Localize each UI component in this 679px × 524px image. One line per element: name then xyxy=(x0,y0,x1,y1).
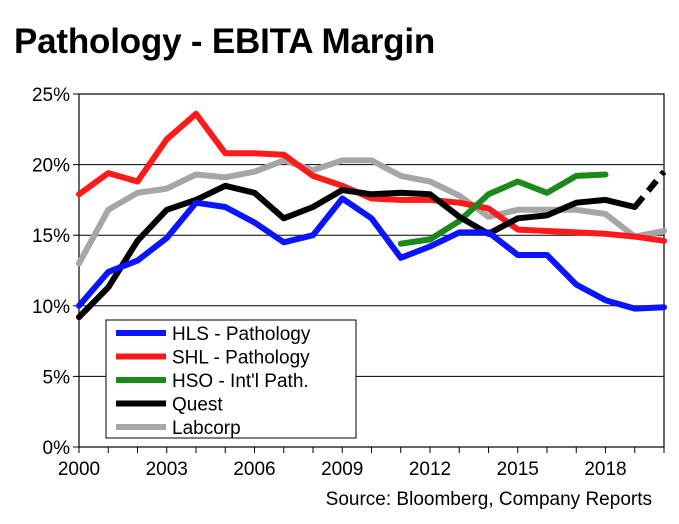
legend-label: Quest xyxy=(172,395,223,416)
x-axis-ticks: 2000 2003 2006 2009 2012 2015 2018 xyxy=(58,447,665,480)
y-tick-label: 20% xyxy=(32,156,70,177)
legend-label: HSO - Int'l Path. xyxy=(172,371,309,392)
series-line-quest xyxy=(76,182,638,321)
series-projection-quest xyxy=(632,169,667,209)
x-tick-label: 2018 xyxy=(584,459,626,480)
x-tick-label: 2003 xyxy=(146,459,188,480)
series-lines xyxy=(76,110,667,321)
y-axis-ticks: 0% 5% 10% 15% 20% 25% xyxy=(32,85,79,459)
legend-label: HLS - Pathology xyxy=(172,324,311,345)
series-line-shl-pathology xyxy=(76,110,667,244)
series-line-hls-pathology xyxy=(76,195,667,312)
y-tick-label: 15% xyxy=(32,226,70,247)
y-tick-label: 25% xyxy=(32,85,70,106)
legend-label: Labcorp xyxy=(172,418,241,439)
legend-label: SHL - Pathology xyxy=(172,348,310,369)
x-tick-label: 2006 xyxy=(233,459,275,480)
source-note: Source: Bloomberg, Company Reports xyxy=(325,489,652,510)
x-tick-label: 2012 xyxy=(409,459,451,480)
y-tick-label: 10% xyxy=(32,297,70,318)
y-tick-label: 0% xyxy=(43,438,71,459)
y-tick-label: 5% xyxy=(43,367,71,388)
chart-title: Pathology - EBITA Margin xyxy=(14,22,436,61)
series-line-hso-int-l-path xyxy=(397,171,609,247)
x-tick-label: 2015 xyxy=(497,459,539,480)
x-tick-label: 2000 xyxy=(58,459,100,480)
x-tick-label: 2009 xyxy=(321,459,363,480)
